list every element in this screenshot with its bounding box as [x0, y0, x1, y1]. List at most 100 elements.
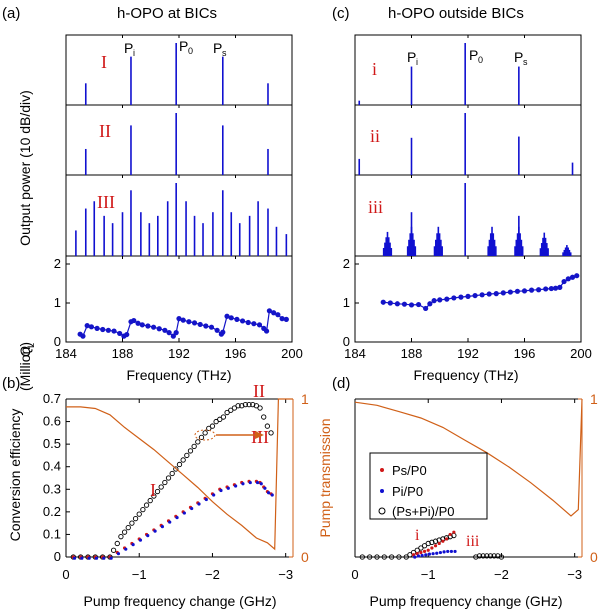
point-sum — [176, 461, 183, 468]
point-sum — [476, 553, 483, 559]
ql-point — [458, 294, 464, 300]
ytick-label-b: 0.5 — [43, 436, 61, 451]
point-sum — [143, 502, 150, 508]
point-pi — [87, 556, 91, 560]
point-pi — [248, 480, 252, 485]
point-ps — [441, 539, 445, 543]
xtick-label-d: −2 — [494, 567, 509, 582]
y2tick-label-d: 1 — [590, 391, 598, 407]
ytick-label-b: 0.1 — [43, 526, 61, 541]
point-pi — [109, 556, 113, 560]
point-pi — [431, 552, 435, 556]
point-sum — [132, 515, 139, 522]
ql-point — [180, 317, 186, 323]
point-sum — [253, 403, 260, 409]
point-pi — [446, 549, 450, 554]
point-sum — [140, 506, 146, 513]
point-pi — [175, 515, 179, 520]
point-sum — [235, 403, 241, 409]
title-c: h-OPO outside BICs — [388, 5, 524, 22]
ql-point — [256, 322, 263, 328]
svg-text:0: 0 — [478, 55, 483, 65]
ql-label-rest: (Million) — [17, 342, 33, 391]
point-sum — [151, 493, 157, 499]
point-pi — [197, 502, 201, 506]
label-III-a: III — [97, 192, 115, 212]
point-pi — [449, 549, 453, 554]
freq-label-c: Frequency (THz) — [413, 367, 518, 383]
ql-point — [220, 329, 226, 335]
point-sum — [154, 488, 161, 495]
xtick-label-c: 196 — [514, 346, 536, 361]
ql-point — [557, 284, 563, 290]
ql-label-q: Q — [17, 346, 33, 357]
point-sum — [359, 554, 365, 560]
ytick-label-a: 2 — [54, 256, 61, 271]
ql-point — [536, 287, 542, 293]
point-sum — [158, 484, 164, 490]
xtick-label-b: −3 — [278, 567, 293, 582]
point-pi — [138, 538, 143, 542]
point-pi — [72, 556, 77, 560]
point-sum — [403, 554, 409, 560]
xtick-label-d: −1 — [421, 567, 436, 582]
point-sum — [169, 470, 175, 477]
point-pi — [94, 556, 99, 560]
point-sum — [110, 547, 117, 553]
xtick-label-a: 200 — [281, 346, 303, 361]
point-sum — [374, 554, 380, 560]
ytick-label-c: 2 — [343, 256, 350, 271]
point-ps — [433, 544, 438, 548]
ql-point — [166, 330, 172, 336]
xtick-label-a: 188 — [112, 346, 134, 361]
svg-text:s: s — [222, 48, 227, 58]
annot-i-d: i — [415, 527, 420, 544]
point-ps — [419, 550, 423, 555]
point-pi — [270, 493, 274, 497]
legend-text-sum: (Ps+Pi)/P0 — [392, 504, 455, 519]
point-pi — [241, 482, 245, 486]
point-sum — [473, 554, 479, 560]
point-sum — [491, 553, 497, 559]
point-sum — [396, 554, 402, 560]
xtick-label-a: 192 — [168, 346, 190, 361]
point-sum — [162, 479, 168, 486]
label-iii-c: iii — [368, 197, 383, 217]
label-I-a: I — [101, 52, 107, 72]
point-sum — [388, 554, 395, 560]
point-sum — [209, 423, 216, 429]
annot-II-b: II — [253, 381, 265, 401]
ql-point — [279, 316, 285, 322]
ql-point — [486, 291, 492, 297]
label-ii-c: ii — [370, 126, 380, 146]
ql-point — [479, 292, 485, 298]
point-sum — [125, 525, 131, 531]
point-sum — [220, 414, 227, 420]
point-sum — [480, 553, 486, 559]
ql-point — [561, 278, 567, 285]
svg-text:s: s — [523, 57, 528, 67]
point-sum — [213, 418, 219, 425]
point-sum — [228, 407, 234, 413]
point-sum — [184, 452, 190, 459]
ql-point — [94, 325, 100, 331]
ql-point — [139, 322, 145, 328]
xtick-label-c: 188 — [401, 346, 423, 361]
ql-point — [197, 321, 203, 328]
ql-point — [239, 318, 246, 324]
ql-point — [251, 321, 257, 327]
point-pi — [416, 554, 421, 558]
ytick-label-a: 0 — [54, 334, 61, 349]
panel-label-a: (a) — [2, 5, 20, 22]
point-sum — [195, 439, 201, 445]
point-sum — [366, 554, 373, 560]
pump-change-label-d: Pump frequency change (GHz) — [370, 593, 563, 609]
point-ps — [448, 532, 452, 537]
pump-change-label-b: Pump frequency change (GHz) — [84, 593, 277, 609]
point-sum — [418, 545, 424, 551]
ql-point — [271, 310, 277, 316]
point-sum — [217, 416, 223, 422]
ytick-label-a: 1 — [54, 295, 61, 310]
